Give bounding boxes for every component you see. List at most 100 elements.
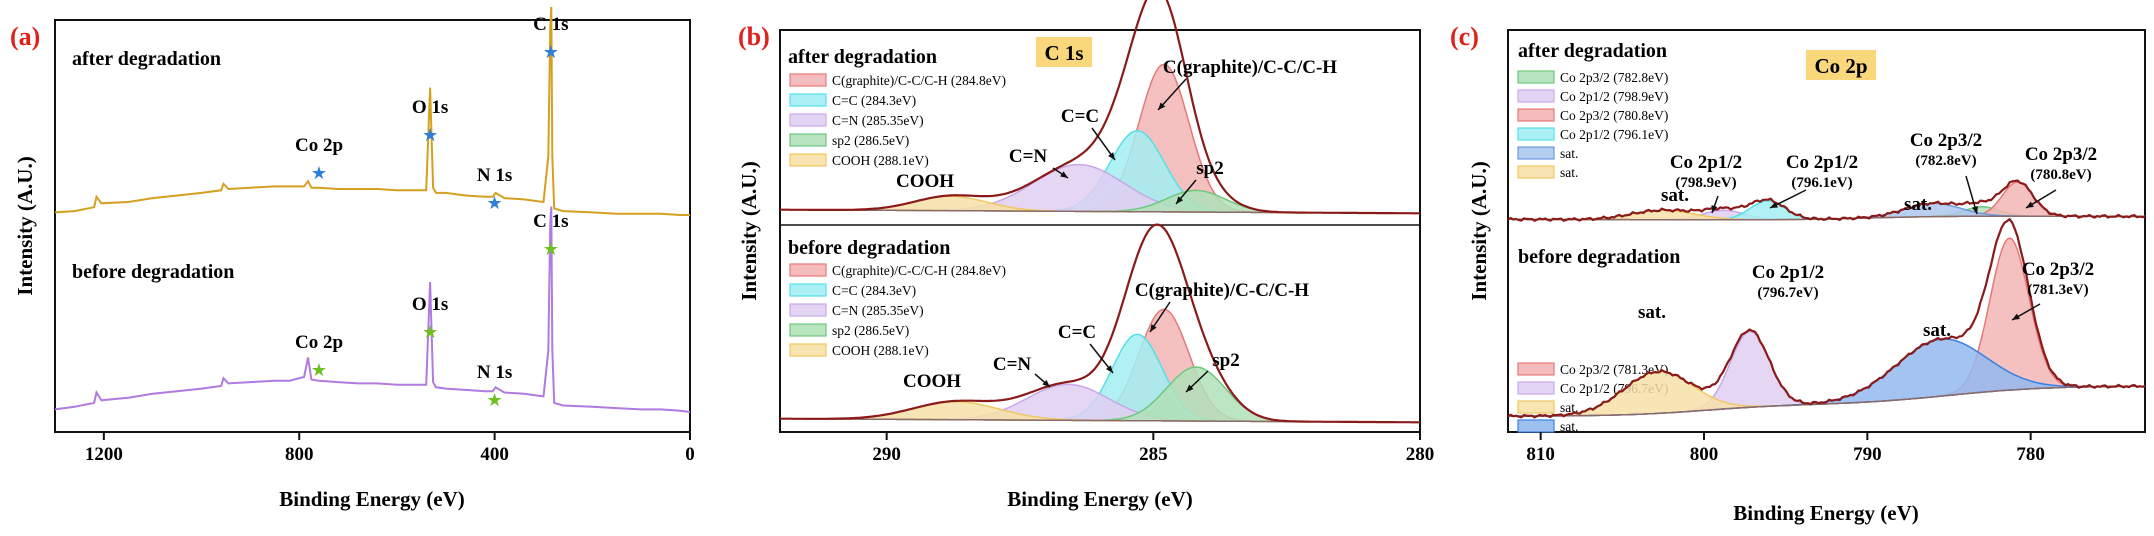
c-after-legend-text-1: Co 2p1/2 (798.9eV) — [1560, 89, 1668, 104]
panel-c-after-legend: Co 2p3/2 (782.8eV) Co 2p1/2 (798.9eV) Co… — [1517, 70, 1668, 180]
panel-a-xtick-3: 0 — [685, 444, 695, 465]
c-before-peak-label-1-l2: (781.3eV) — [2027, 282, 2088, 298]
b-before-legend-text-0: C(graphite)/C-C/C-H (284.8eV) — [832, 263, 1006, 278]
b-after-arrow-cn-head — [1060, 171, 1068, 178]
c-after-legend-swatch-5 — [1517, 165, 1555, 179]
c-after-legend-swatch-0 — [1517, 70, 1555, 84]
panel-a-label: (a) — [10, 22, 40, 51]
b-after-peak-label-3: sp2 — [1196, 158, 1223, 179]
c-after-peak-label-2-l2: (782.8eV) — [1915, 153, 1976, 169]
panel-b-before-peak-labels: C(graphite)/C-C/C-H C=C C=N sp2 COOH — [903, 280, 1309, 392]
b-before-legend-text-4: COOH (288.1eV) — [832, 343, 929, 358]
b-after-legend-text-1: C=C (284.3eV) — [832, 93, 916, 108]
c-after-arrow-796-head — [1770, 201, 1778, 208]
panel-b-xtick-2: 280 — [1406, 444, 1435, 465]
panel-b-ylabel: Intensity (A.U.) — [737, 161, 761, 300]
b-after-legend-text-2: C=N (285.35eV) — [832, 113, 924, 128]
panel-c-title: Co 2p — [1814, 54, 1867, 78]
panel-c-co2p: (c) Co 2p after degradation before degra… — [1450, 22, 2146, 525]
panel-c-xlabel: Binding Energy (eV) — [1733, 501, 1919, 525]
c-before-legend-swatch-3 — [1517, 419, 1555, 433]
c-before-legend-text-0: Co 2p3/2 (781.3eV) — [1560, 362, 1668, 377]
panel-b-xtick-0: 290 — [872, 444, 901, 465]
panel-a-xtick-1: 800 — [285, 444, 314, 465]
b-after-arrow-graphite-head — [1158, 102, 1166, 110]
panel-c-xtick-2: 790 — [1853, 444, 1882, 465]
b-after-legend-swatch-2 — [789, 113, 827, 127]
c-before-peak-label-0-l1: Co 2p1/2 — [1752, 262, 1824, 283]
c-after-legend-text-5: sat. — [1560, 165, 1578, 180]
panel-c-after-peak-labels: Co 2p1/2 (798.9eV) Co 2p1/2 (796.1eV) Co 2… — [1661, 130, 2097, 215]
panel-c-title-box — [1806, 50, 1876, 80]
panel-a-after-label: after degradation — [72, 48, 221, 70]
panel-a-before-annot-3: Co 2p — [295, 332, 343, 353]
b-after-legend-text-3: sp2 (286.5eV) — [832, 133, 909, 148]
c-after-arrow-780-head — [2026, 201, 2034, 208]
b-before-arrow-cn-head — [1042, 379, 1050, 387]
panel-b-xlabel: Binding Energy (eV) — [1007, 487, 1193, 511]
panel-a-after-annot-2: N 1s — [477, 165, 512, 186]
panel-a-before-annot-1: O 1s — [412, 294, 448, 315]
panel-b-title: C 1s — [1044, 41, 1083, 65]
panel-a-star-0-3: ★ — [311, 163, 327, 183]
b-before-peak-label-2: C=N — [993, 354, 1032, 375]
c-after-legend-swatch-1 — [1517, 89, 1555, 103]
panel-b-after-plot — [780, 0, 1420, 215]
panel-a-after-annot-3: Co 2p — [295, 135, 343, 156]
panel-b-after-label: after degradation — [788, 46, 937, 68]
c-before-plot-envelope — [1507, 217, 2145, 419]
b-after-legend-swatch-0 — [789, 73, 827, 87]
b-before-legend-text-1: C=C (284.3eV) — [832, 283, 916, 298]
b-before-peak-label-0: C(graphite)/C-C/C-H — [1135, 280, 1309, 301]
c-before-peak-label-3-l1: sat. — [1923, 320, 1951, 341]
panel-a-before-annotations: C 1s O 1s N 1s Co 2p — [295, 211, 568, 383]
c-after-peak-label-2-l1: Co 2p3/2 — [1910, 130, 1982, 151]
b-after-legend-text-4: COOH (288.1eV) — [832, 153, 929, 168]
panel-c-before-label: before degradation — [1518, 246, 1680, 268]
panel-c-xtick-3: 780 — [2016, 444, 2045, 465]
panel-a-x-ticks: 1200 800 400 0 — [85, 432, 695, 465]
panel-b-frame — [779, 29, 1421, 433]
panel-b-title-box — [1036, 37, 1092, 67]
panel-a-after-annot-1: O 1s — [412, 97, 448, 118]
panel-c-x-ticks: 810 800 790 780 — [1526, 432, 2045, 465]
b-before-legend-swatch-0 — [789, 263, 827, 277]
panel-b-after-legend: C(graphite)/C-C/C-H (284.8eV) C=C (284.3… — [789, 73, 1006, 168]
b-after-arrow-cc-head — [1108, 152, 1115, 160]
b-after-legend-swatch-4 — [789, 153, 827, 167]
b-after-legend-swatch-3 — [789, 133, 827, 147]
panel-b-before-label: before degradation — [788, 237, 950, 259]
b-before-arrow-graphite-head — [1150, 324, 1157, 332]
b-after-arrow-sp2-head — [1176, 196, 1184, 204]
panel-c-before-plot — [1507, 217, 2146, 419]
c-after-peak-label-4-l1: sat. — [1661, 185, 1689, 206]
c-after-peak-label-1-l1: Co 2p1/2 — [1786, 152, 1858, 173]
panel-a-xtick-2: 400 — [480, 444, 509, 465]
panel-a-star-1-0: ★ — [543, 239, 559, 259]
panel-a-star-1-2: ★ — [487, 390, 503, 410]
panel-b-xtick-1: 285 — [1139, 444, 1168, 465]
panel-a-before-series — [54, 206, 691, 413]
panel-c-after-label: after degradation — [1518, 40, 1667, 62]
panel-a-xlabel: Binding Energy (eV) — [279, 487, 465, 511]
panel-b-before-legend: C(graphite)/C-C/C-H (284.8eV) C=C (284.3… — [789, 263, 1006, 358]
c-after-peak-label-0-l1: Co 2p1/2 — [1670, 152, 1742, 173]
panel-a-after-series — [54, 6, 690, 216]
b-after-plot-component-2 — [780, 163, 1420, 215]
c-before-legend-swatch-0 — [1517, 362, 1555, 376]
panel-a-ylabel: Intensity (A.U.) — [13, 156, 37, 295]
panel-c-xtick-0: 810 — [1526, 444, 1555, 465]
b-before-arrow-sp2-head — [1186, 384, 1194, 392]
panel-b-before-plot — [780, 223, 1420, 424]
panel-c-frame — [1507, 29, 2146, 433]
panel-a-before-annot-0: C 1s — [533, 211, 568, 232]
panel-a-survey: (a) after degradation before degradation… — [10, 6, 695, 511]
c-before-legend-swatch-1 — [1517, 381, 1555, 395]
b-before-legend-swatch-3 — [789, 323, 827, 337]
b-after-legend-swatch-1 — [789, 93, 827, 107]
c-after-legend-text-3: Co 2p1/2 (796.1eV) — [1560, 127, 1668, 142]
panel-c-label: (c) — [1450, 22, 1479, 51]
c-after-plot-envelope — [1507, 179, 2145, 223]
b-after-peak-label-2: C=N — [1009, 146, 1048, 167]
b-before-legend-swatch-2 — [789, 303, 827, 317]
